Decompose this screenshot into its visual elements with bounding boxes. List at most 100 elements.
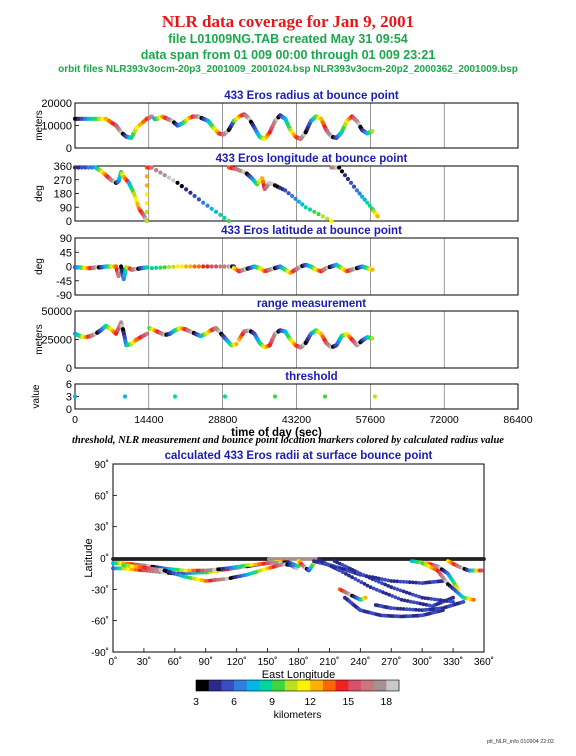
map-point xyxy=(392,579,397,584)
data-point xyxy=(72,394,78,399)
map-point xyxy=(482,557,486,561)
data-point xyxy=(144,265,149,270)
map-point xyxy=(356,578,361,583)
data-point xyxy=(367,203,372,208)
data-point xyxy=(329,218,334,224)
map-panel: calculated 433 Eros radii at surface bou… xyxy=(83,450,494,681)
data-point xyxy=(234,342,239,347)
data-point xyxy=(272,394,278,399)
y-tick-label: 6 xyxy=(66,379,72,391)
data-point xyxy=(179,264,184,269)
data-point xyxy=(370,336,375,341)
data-point xyxy=(158,170,163,175)
map-point xyxy=(386,584,391,588)
map-point xyxy=(359,580,364,585)
x-axis-label: time of day (sec) xyxy=(231,427,322,439)
panel-title: range measurement xyxy=(257,298,366,310)
colorbar-swatch xyxy=(196,680,210,691)
colorbar-swatch xyxy=(322,680,337,691)
map-point xyxy=(398,606,403,611)
map-point xyxy=(389,585,394,590)
map-point xyxy=(417,581,421,585)
data-point xyxy=(339,169,345,174)
data-point xyxy=(205,264,210,269)
map-point xyxy=(398,579,403,584)
caption: threshold, NLR measurement and bounce po… xyxy=(72,435,504,446)
map-y-tick-label: 90˚ xyxy=(95,459,109,471)
map-point xyxy=(398,588,403,593)
colorbar-swatch xyxy=(373,680,387,691)
colorbar-tick-label: 15 xyxy=(342,696,354,708)
data-point xyxy=(342,173,348,178)
data-point xyxy=(171,178,176,183)
colorbar-tick-label: 6 xyxy=(231,696,237,708)
data-point xyxy=(286,191,291,196)
map-point xyxy=(368,585,373,590)
map-point xyxy=(377,576,381,581)
map-point xyxy=(441,598,446,603)
colorbar-tick-label: 9 xyxy=(269,696,275,708)
map-point xyxy=(445,599,449,603)
map-point xyxy=(432,597,437,602)
data-point xyxy=(192,193,197,199)
map-point xyxy=(401,607,406,611)
map-point xyxy=(429,597,434,601)
data-point xyxy=(375,214,380,219)
data-point xyxy=(166,175,172,180)
colorbar-frame xyxy=(195,679,400,692)
data-point xyxy=(144,183,149,188)
data-point xyxy=(372,394,377,399)
map-point xyxy=(404,607,409,612)
map-x-tick-label: 150˚ xyxy=(258,656,278,668)
map-y-axis-label: Latitude xyxy=(83,538,95,577)
y-tick-label: 25000 xyxy=(41,335,72,347)
x-tick-label: 14400 xyxy=(134,414,163,426)
map-x-tick-label: 180˚ xyxy=(288,656,308,668)
colorbar-swatch xyxy=(259,680,273,691)
data-point xyxy=(325,216,330,221)
map-title: calculated 433 Eros radii at surface bou… xyxy=(165,450,433,462)
time-panel-2: -90 -45 0 45 90 433 Eros latitude at bounce p… xyxy=(34,225,519,302)
map-point xyxy=(373,578,378,583)
data-point xyxy=(149,165,154,170)
map-point xyxy=(395,606,400,611)
y-tick-label: 90 xyxy=(60,233,72,245)
map-point xyxy=(411,592,415,597)
data-point xyxy=(72,165,78,170)
map-point xyxy=(407,580,412,585)
map-point xyxy=(377,579,381,584)
map-point xyxy=(418,601,422,606)
map-point xyxy=(353,577,358,581)
data-point xyxy=(226,218,231,224)
data-point xyxy=(303,205,308,210)
y-axis-label: meters xyxy=(34,110,45,141)
data-point xyxy=(172,394,178,399)
map-x-tick-label: 60˚ xyxy=(168,656,182,668)
data-point xyxy=(218,212,223,217)
map-x-tick-label: 240˚ xyxy=(350,656,370,668)
data-point xyxy=(209,206,214,211)
span-line: data span from 01 009 00:00 through 01 0… xyxy=(140,48,436,62)
map-point xyxy=(387,592,392,597)
map-point xyxy=(373,575,378,580)
map-point xyxy=(399,597,404,602)
colorbar-tick-label: 18 xyxy=(380,696,392,708)
data-point xyxy=(307,207,313,212)
data-point xyxy=(192,264,197,269)
data-point xyxy=(166,264,172,270)
data-point xyxy=(362,197,367,202)
data-point xyxy=(184,187,189,192)
map-point xyxy=(414,593,418,598)
map-point xyxy=(363,595,368,600)
data-point xyxy=(175,264,180,269)
colorbar-swatch xyxy=(272,680,286,691)
map-point xyxy=(337,568,342,573)
data-point xyxy=(213,264,219,269)
file-line: file L01009NG.TAB created May 31 09:54 xyxy=(168,32,408,46)
map-point xyxy=(383,582,387,587)
x-tick-label: 28800 xyxy=(208,414,237,426)
map-point xyxy=(435,597,440,602)
colorbar-swatch xyxy=(208,680,222,691)
data-point xyxy=(222,394,228,399)
map-point xyxy=(414,580,418,585)
